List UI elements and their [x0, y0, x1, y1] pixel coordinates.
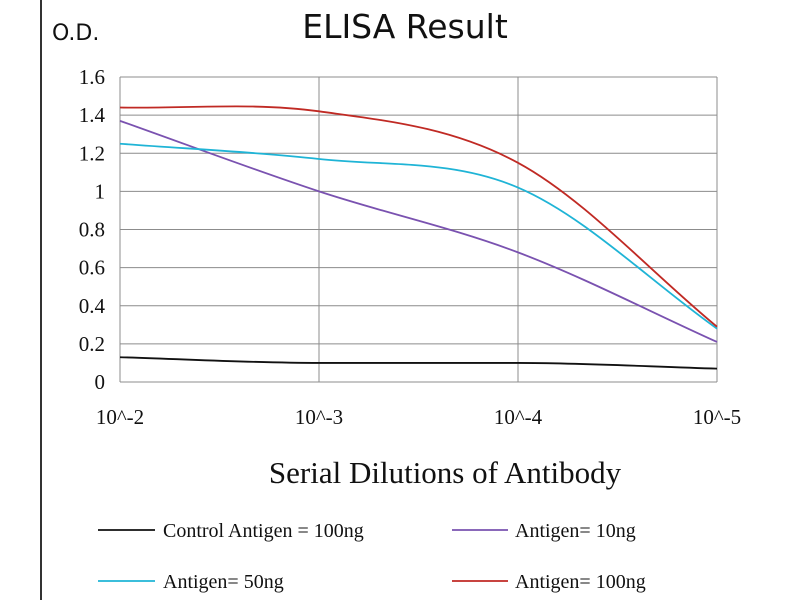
x-tick-label: 10^-3 [295, 405, 343, 429]
y-tick-label: 0 [95, 370, 106, 394]
x-axis-label: Serial Dilutions of Antibody [269, 455, 622, 490]
y-tick-label: 0.2 [79, 332, 105, 356]
y-tick-label: 1.4 [79, 103, 106, 127]
series-line-4 [119, 105, 718, 328]
x-tick-label: 10^-5 [693, 405, 741, 429]
legend: Control Antigen = 100ng Antigen= 10ng Anti… [98, 520, 646, 593]
y-tick-label: 1.2 [79, 141, 105, 165]
legend-label: Antigen= 100ng [515, 571, 646, 593]
legend-item: Control Antigen = 100ng [98, 520, 364, 542]
y-tick-label: 0.4 [79, 294, 106, 318]
series-line-3 [119, 142, 718, 330]
series-line-1 [119, 356, 718, 370]
legend-label: Control Antigen = 100ng [163, 520, 364, 542]
legend-label: Antigen= 50ng [163, 571, 284, 593]
grid-lines [119, 76, 718, 383]
series-line-2 [119, 119, 718, 343]
legend-item: Antigen= 100ng [452, 571, 646, 593]
y-tick-label: 0.8 [79, 218, 105, 242]
y-tick-label: 1.6 [79, 65, 105, 89]
y-axis-label: O.D. [52, 21, 99, 46]
x-tick-label: 10^-4 [494, 405, 543, 429]
y-tick-labels: 0 0.2 0.4 0.6 0.8 1 1.2 1.4 1.6 [79, 65, 106, 394]
x-tick-label: 10^-2 [96, 405, 144, 429]
chart-title: ELISA Result [302, 7, 508, 46]
legend-item: Antigen= 50ng [98, 571, 284, 593]
y-tick-label: 0.6 [79, 256, 105, 280]
y-tick-label: 1 [95, 179, 106, 203]
x-tick-labels: 10^-2 10^-3 10^-4 10^-5 [96, 405, 741, 429]
legend-item: Antigen= 10ng [452, 520, 636, 542]
data-series [119, 105, 718, 370]
legend-label: Antigen= 10ng [515, 520, 636, 542]
